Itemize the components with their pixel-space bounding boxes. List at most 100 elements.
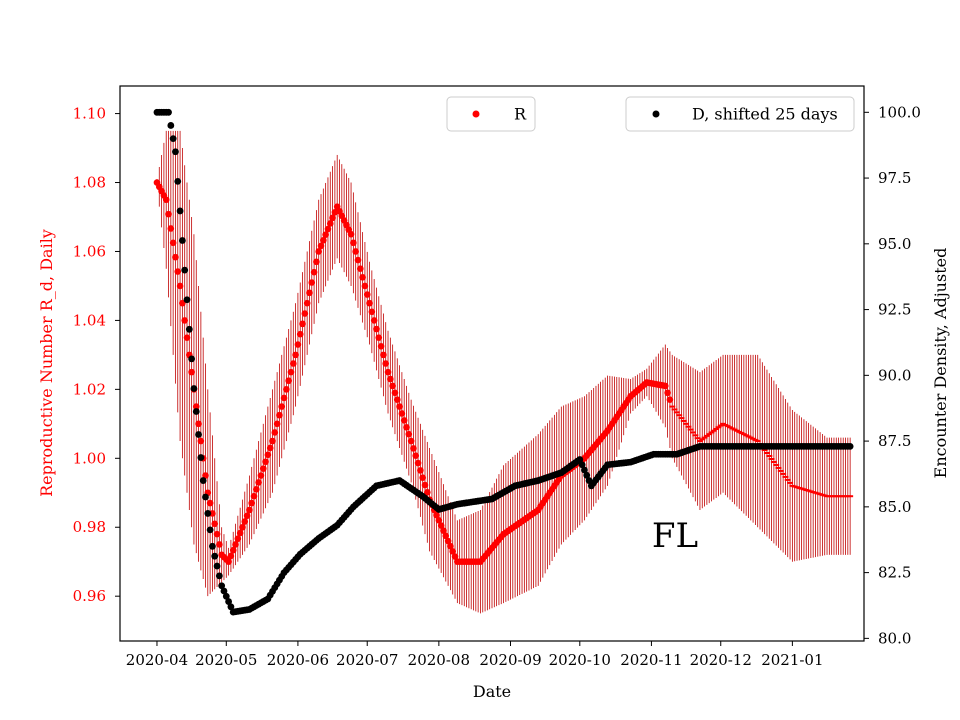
legend-r-marker [472, 110, 480, 118]
r-point [437, 522, 445, 529]
r-point [296, 330, 304, 338]
r-point [301, 310, 309, 317]
left-tick-label: 1.06 [73, 242, 106, 260]
r-point [359, 274, 366, 281]
r-point [255, 479, 262, 486]
r-point [188, 368, 195, 376]
r-point [414, 459, 422, 467]
r-point [299, 320, 306, 328]
d-point [583, 471, 591, 479]
r-point [202, 472, 209, 479]
r-point [246, 506, 253, 514]
r-point [213, 530, 221, 538]
r-point [451, 553, 459, 560]
r-point [253, 486, 260, 493]
r-point [197, 437, 205, 445]
left-tick-label: 1.04 [73, 311, 106, 329]
d-point [197, 454, 205, 461]
r-series [153, 179, 854, 566]
r-point [239, 523, 246, 531]
r-point [356, 265, 364, 273]
r-point [387, 375, 394, 383]
r-point [243, 512, 251, 520]
r-point [257, 472, 265, 479]
right-axis: 80.0 82.5 85.0 87.5 90.0 92.5 95.0 97.5 100.0 [864, 103, 921, 647]
r-point [361, 282, 369, 290]
r-point [248, 499, 256, 507]
r-point [352, 248, 359, 255]
r-point [324, 225, 332, 233]
r-point [266, 444, 274, 452]
r-point [232, 541, 239, 548]
r-point [174, 268, 182, 275]
right-tick-label: 80.0 [878, 629, 911, 647]
legend-d-box [625, 96, 855, 132]
r-point [271, 429, 279, 436]
r-point [236, 529, 244, 537]
r-error-bars [156, 130, 851, 614]
x-tick-label: 2020-04 [126, 651, 188, 669]
r-point [447, 542, 454, 550]
d-point [192, 408, 200, 415]
r-point [664, 389, 671, 397]
r-point [354, 256, 362, 264]
d-point [581, 466, 588, 474]
d-point [195, 431, 202, 438]
r-point [259, 465, 267, 472]
r-point [424, 489, 431, 496]
r-point [165, 210, 172, 218]
state-annotation: FL [652, 516, 698, 556]
r-point [227, 552, 235, 560]
x-tick-label: 2020-08 [408, 651, 470, 669]
right-tick-label: 85.0 [878, 498, 911, 516]
r-point [285, 377, 292, 385]
r-point [306, 289, 313, 297]
r-point [666, 396, 674, 403]
right-tick-label: 87.5 [878, 432, 911, 450]
r-point [449, 548, 457, 555]
r-point [419, 474, 426, 481]
legend-r-box [446, 96, 536, 132]
r-point [289, 360, 297, 367]
r-point [370, 317, 378, 324]
r-point [310, 268, 318, 276]
d-point [176, 207, 184, 215]
r-point [294, 341, 302, 348]
r-point [396, 403, 403, 410]
r-point [317, 242, 325, 250]
right-axis-label: Encounter Density, Adjusted [931, 248, 950, 479]
r-point [442, 532, 450, 540]
r-point [444, 537, 452, 545]
r-point [322, 231, 329, 238]
r-point [347, 230, 355, 238]
r-point [269, 437, 276, 445]
r-point [435, 517, 443, 524]
r-point [382, 360, 390, 367]
right-tick-label: 100.0 [878, 103, 921, 121]
right-tick-label: 92.5 [878, 301, 911, 319]
d-point [167, 122, 175, 129]
d-point [215, 572, 223, 580]
d-point [181, 266, 189, 274]
d-point [174, 177, 182, 185]
left-axis-label: Reproductive Number R_d, Daily [37, 229, 56, 497]
r-point [433, 511, 440, 519]
right-tick-label: 97.5 [878, 169, 911, 187]
d-point [222, 592, 230, 600]
left-tick-label: 1.02 [73, 380, 106, 398]
legend-d-marker [652, 110, 660, 118]
d-point [169, 135, 177, 143]
r-point [167, 225, 175, 232]
d-point [199, 477, 207, 484]
r-point [211, 520, 219, 528]
r-point [169, 239, 177, 247]
r-point [377, 342, 385, 350]
r-point [225, 558, 232, 566]
d-point [202, 493, 209, 501]
r-point [440, 527, 447, 534]
x-tick-label: 2021-01 [761, 651, 823, 669]
r-point [375, 334, 383, 341]
r-point [389, 382, 396, 390]
r-point [412, 452, 420, 460]
d-point [172, 148, 179, 156]
